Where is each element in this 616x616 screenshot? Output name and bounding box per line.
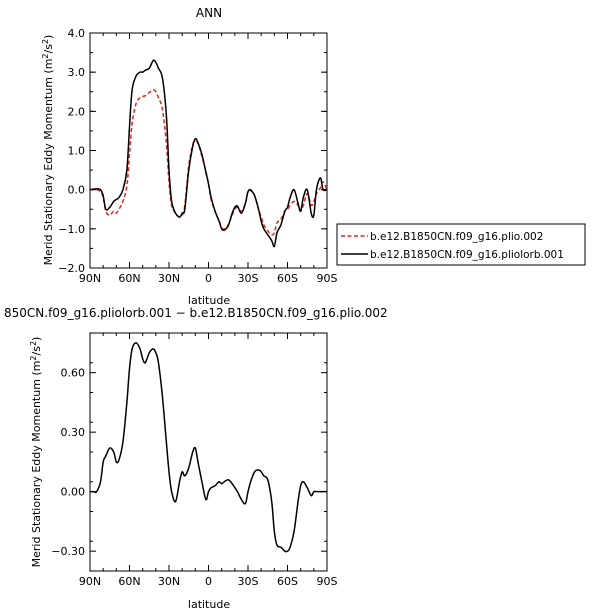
top-x-tick-label: 60N: [118, 272, 140, 285]
top-y-tick-label: 1.0: [68, 145, 86, 158]
bottom-y-label-main: Merid Stationary Eddy Momentum (m: [30, 361, 43, 568]
top-title: ANN: [196, 6, 222, 20]
bottom-y-tick-label: 0.60: [61, 367, 86, 380]
top-legend: b.e12.B1850CN.f09_g16.plio.002 b.e12.B18…: [336, 223, 586, 266]
bottom-y-axis: −0.30 0.00 0.30 0.60: [51, 332, 327, 572]
bottom-series-line-0: [90, 342, 327, 553]
top-panel: ANN −2.0 −1.0 0.0 1.0 2.0 3.0 4.0 90N 60N 30N 0 30…: [41, 6, 586, 307]
bottom-x-label: latitude: [188, 598, 230, 611]
top-y-tick-label: 2.0: [68, 105, 86, 118]
bottom-x-tick-label: 0: [205, 575, 212, 588]
top-y-label-end: ): [42, 35, 55, 39]
bottom-panel: 850CN.f09_g16.pliolorb.001 − b.e12.B1850…: [4, 306, 388, 611]
legend-label-pliolorb: b.e12.B1850CN.f09_g16.pliolorb.001: [370, 249, 564, 261]
top-y-tick-label: 0.0: [68, 184, 86, 197]
bottom-series-lines: [90, 342, 327, 553]
bottom-x-tick-label: 30N: [158, 575, 180, 588]
top-plot-frame: [89, 32, 328, 269]
top-x-axis: 90N 60N 30N 0 30S 60S 90S: [79, 33, 338, 285]
bottom-x-axis: 90N 60N 30N 0 30S 60S 90S: [79, 333, 338, 588]
legend-box: [336, 223, 586, 266]
bottom-x-tick-label: 90N: [79, 575, 101, 588]
top-y-label-main: Merid Stationary Eddy Momentum (m: [42, 59, 55, 266]
top-y-label: Merid Stationary Eddy Momentum (m2/s2): [41, 35, 56, 266]
top-series-line-0: [89, 89, 328, 236]
top-y-label-mid: /s: [42, 44, 55, 54]
top-x-label: latitude: [188, 294, 230, 307]
bottom-x-tick-label: 60S: [277, 575, 298, 588]
top-y-axis: −2.0 −1.0 0.0 1.0 2.0 3.0 4.0: [58, 27, 327, 275]
bottom-x-tick-label: 30S: [238, 575, 259, 588]
top-x-tick-label: 60S: [277, 272, 298, 285]
top-x-tick-label: 0: [205, 272, 212, 285]
top-series-lines: [89, 59, 328, 248]
top-x-tick-label: 90S: [317, 272, 338, 285]
bottom-y-tick-label: 0.00: [61, 486, 86, 499]
top-y-tick-label: −1.0: [58, 223, 85, 236]
bottom-x-tick-label: 90S: [317, 575, 338, 588]
bottom-y-tick-label: 0.30: [61, 426, 86, 439]
legend-label-plio: b.e12.B1850CN.f09_g16.plio.002: [370, 231, 543, 243]
bottom-y-label-unit-sup1: 2: [29, 355, 38, 360]
bottom-y-label-end: ): [30, 337, 43, 341]
top-y-label-unit-sup1: 2: [41, 53, 50, 58]
top-y-label-unit-sup2: 2: [41, 39, 50, 44]
bottom-y-tick-label: −0.30: [51, 545, 85, 558]
bottom-x-tick-label: 60N: [118, 575, 140, 588]
top-y-tick-label: 4.0: [68, 27, 86, 40]
top-y-tick-label: −2.0: [58, 262, 85, 275]
top-series-line-1: [89, 59, 328, 248]
bottom-y-label-unit-sup2: 2: [29, 341, 38, 346]
bottom-y-label-mid: /s: [30, 346, 43, 356]
top-x-tick-label: 90N: [79, 272, 101, 285]
bottom-title: 850CN.f09_g16.pliolorb.001 − b.e12.B1850…: [4, 306, 388, 320]
bottom-y-label: Merid Stationary Eddy Momentum (m2/s2): [29, 337, 44, 568]
top-y-tick-label: 3.0: [68, 66, 86, 79]
top-x-tick-label: 30S: [238, 272, 259, 285]
top-x-tick-label: 30N: [158, 272, 180, 285]
bottom-plot-frame: [89, 332, 328, 572]
